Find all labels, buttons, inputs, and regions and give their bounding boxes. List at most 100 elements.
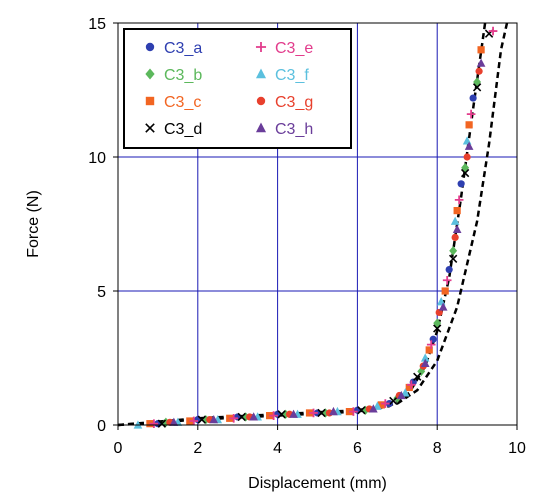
- data-point: [377, 401, 385, 409]
- data-point: [269, 411, 278, 420]
- y-tick-label: 10: [88, 150, 106, 167]
- data-point: [197, 415, 206, 424]
- legend-label: C3_h: [275, 121, 313, 138]
- data-point: [420, 358, 430, 367]
- bound-curve: [117, 22, 509, 427]
- data-point: [237, 412, 246, 422]
- data-point: [406, 380, 416, 390]
- legend-marker: [255, 68, 267, 79]
- legend-marker: [256, 96, 266, 106]
- data-point: [189, 416, 199, 426]
- legend: C3_a C3_b C3_c C3_d C3_e C3_f C3_g C3_h: [123, 28, 352, 149]
- data-point: [381, 399, 390, 408]
- data-point: [441, 287, 449, 295]
- data-point: [460, 168, 470, 178]
- y-tick-label: 5: [97, 284, 106, 301]
- data-point: [209, 414, 219, 424]
- data-point: [442, 275, 452, 285]
- legend-item: C3_b: [145, 67, 202, 84]
- data-point: [369, 404, 378, 413]
- legend-label: C3_b: [164, 67, 202, 84]
- data-point: [413, 372, 422, 381]
- series-c3-h: [169, 58, 486, 426]
- x-axis-ticks: 0 2 4 6 8 10: [114, 425, 526, 457]
- data-point: [229, 413, 239, 423]
- data-point: [317, 408, 326, 418]
- data-point: [450, 216, 460, 225]
- data-point: [349, 407, 358, 416]
- data-point: [396, 390, 406, 400]
- data-point: [463, 153, 471, 161]
- legend-label: C3_f: [275, 67, 309, 84]
- data-point: [477, 46, 485, 54]
- legend-marker: [145, 68, 155, 80]
- legend-marker: [255, 41, 267, 53]
- data-point: [309, 408, 318, 418]
- data-point: [454, 195, 464, 205]
- data-point: [329, 406, 338, 416]
- data-point: [475, 67, 483, 75]
- y-axis-title: Force (N): [25, 190, 42, 258]
- data-point: [438, 302, 448, 311]
- legend-item: C3_d: [145, 121, 202, 138]
- y-tick-label: 0: [97, 418, 106, 435]
- legend-label: C3_a: [164, 40, 202, 57]
- data-point: [157, 419, 167, 428]
- x-tick-label: 8: [433, 440, 442, 457]
- legend-marker: [145, 96, 155, 106]
- data-point: [277, 410, 286, 419]
- data-point: [457, 180, 465, 188]
- data-point: [405, 383, 413, 392]
- x-axis-title: Displacement (mm): [248, 475, 387, 492]
- data-point: [425, 346, 433, 354]
- y-axis-ticks: 0 5 10 15: [88, 16, 118, 435]
- x-tick-label: 4: [273, 440, 282, 457]
- data-point: [469, 94, 477, 102]
- data-point: [453, 207, 461, 215]
- legend-item: C3_g: [256, 94, 313, 111]
- data-point: [465, 121, 473, 129]
- series-c3-e: [149, 26, 498, 428]
- data-point: [472, 83, 482, 92]
- data-point: [389, 396, 398, 406]
- data-point: [149, 419, 159, 428]
- x-tick-label: 10: [508, 440, 526, 457]
- y-tick-label: 15: [88, 16, 106, 33]
- data-point: [445, 265, 453, 274]
- data-point: [357, 406, 366, 415]
- legend-item: C3_a: [145, 40, 202, 57]
- data-point: [289, 409, 298, 418]
- data-point: [133, 420, 143, 429]
- x-tick-label: 6: [353, 440, 362, 457]
- legend-label: C3_e: [275, 40, 313, 57]
- legend-item: C3_c: [145, 94, 201, 111]
- data-point: [426, 340, 436, 349]
- data-point: [464, 141, 474, 150]
- data-point: [448, 254, 458, 264]
- legend-item: C3_f: [255, 67, 309, 84]
- data-point: [169, 417, 179, 426]
- legend-item: C3_e: [255, 40, 313, 57]
- x-tick-label: 2: [193, 440, 202, 457]
- x-tick-label: 0: [114, 440, 123, 457]
- data-point: [488, 26, 498, 36]
- data-point: [473, 77, 482, 87]
- plot-frame: [117, 22, 518, 426]
- data-point: [452, 224, 462, 233]
- data-point: [433, 324, 442, 333]
- data-point: [466, 109, 476, 119]
- data-point: [420, 353, 430, 362]
- legend-box: [123, 28, 352, 149]
- series-c3-d: [157, 29, 494, 428]
- data-point: [249, 412, 258, 421]
- legend-marker: [145, 42, 155, 52]
- legend-label: C3_d: [164, 121, 202, 138]
- legend-marker: [255, 122, 267, 133]
- legend-marker: [145, 123, 155, 133]
- data-point: [451, 233, 459, 241]
- legend-label: C3_c: [164, 94, 201, 111]
- legend-item: C3_h: [255, 121, 313, 138]
- data-point: [476, 58, 486, 67]
- data-point: [449, 246, 458, 256]
